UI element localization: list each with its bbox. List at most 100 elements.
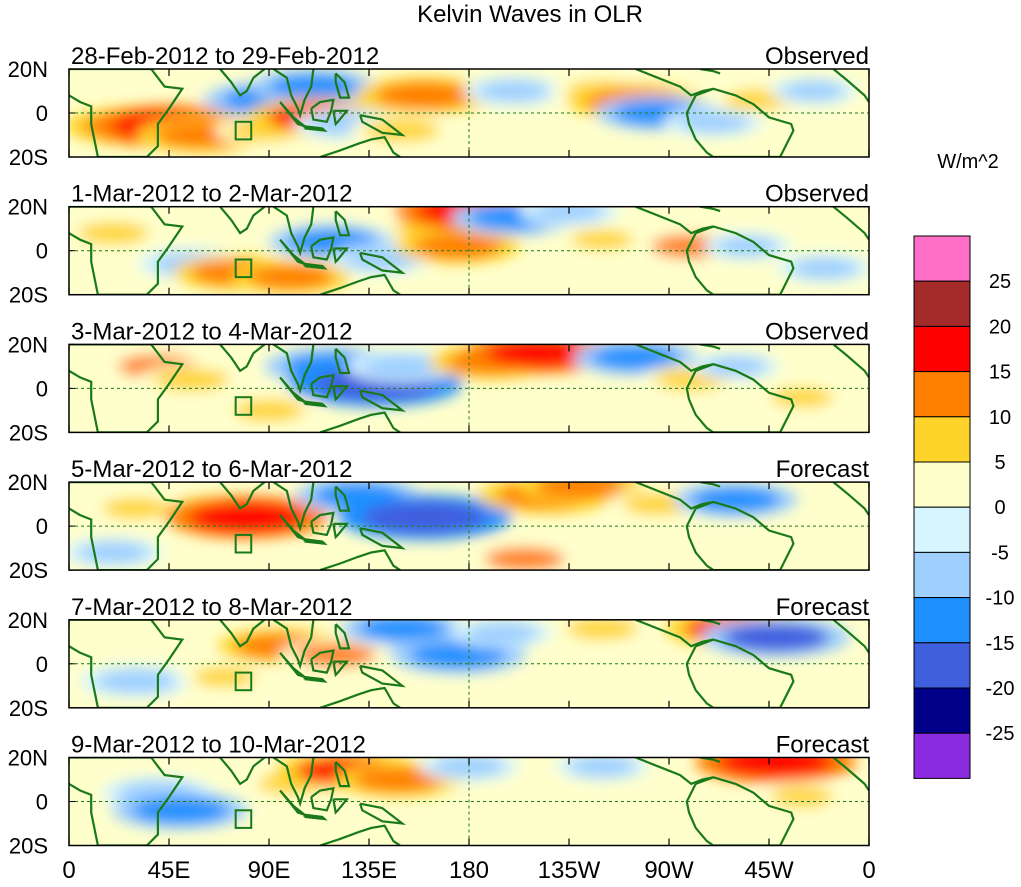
olr-anomaly <box>233 399 305 421</box>
colorbar-bin <box>913 235 971 282</box>
y-tick-label: 0 <box>36 239 48 264</box>
olr-anomaly <box>722 623 829 652</box>
y-tick-label: 20S <box>9 420 48 445</box>
y-tick-label: 20N <box>8 608 48 633</box>
olr-anomaly <box>704 356 767 377</box>
y-tick-label: 0 <box>36 514 48 539</box>
coastline <box>635 344 714 373</box>
reference-box <box>234 809 253 829</box>
coastline <box>272 206 315 257</box>
coastline <box>310 373 335 399</box>
olr-anomaly <box>571 230 634 250</box>
coastline <box>332 660 350 678</box>
panel-status: Observed <box>765 181 869 208</box>
coastline <box>219 482 266 511</box>
coastline <box>303 262 328 270</box>
x-tick-label: 0 <box>62 857 75 884</box>
coastline <box>272 619 315 670</box>
colorbar-label: -25 <box>986 723 1015 745</box>
olr-anomaly <box>193 667 256 687</box>
coastline <box>334 210 351 237</box>
coastline <box>219 69 266 97</box>
olr-anomaly <box>782 81 845 101</box>
panel-2: 20N 0 20S 1-Mar-2012 to 2-Mar-2012 Observed <box>8 181 870 308</box>
colorbar-bin <box>913 325 971 373</box>
x-tick-label: 90W <box>644 857 694 884</box>
colorbar-bin <box>913 551 971 599</box>
colorbar-label: -15 <box>986 633 1015 655</box>
panel-1: 20N 0 20S 28-Feb-2012 to 29-Feb-2012 Observe… <box>8 43 870 170</box>
panel-status: Forecast <box>776 732 870 759</box>
colorbar-bin <box>913 506 971 553</box>
coastline <box>310 786 335 812</box>
coastline <box>332 385 350 402</box>
coastline <box>69 619 185 708</box>
olr-anomaly <box>413 233 503 259</box>
y-tick-label: 20N <box>8 470 48 495</box>
coastline <box>219 344 266 373</box>
colorbar-bin <box>913 371 971 418</box>
coastline <box>832 757 869 792</box>
x-tick-label: 0 <box>862 857 875 884</box>
x-axis: 0 45E 90E 135E 180 135W 90W 45W 0 <box>62 857 875 884</box>
y-tick-label: 0 <box>36 790 48 815</box>
panel-period: 7-Mar-2012 to 8-Mar-2012 <box>71 594 352 621</box>
panel-6: 20N 0 20S 9-Mar-2012 to 10-Mar-2012 Forecast <box>8 732 870 859</box>
panel-status: Forecast <box>776 594 870 621</box>
coastline <box>303 538 328 546</box>
olr-anomaly <box>718 757 834 777</box>
olr-anomaly <box>353 767 443 792</box>
coastline <box>685 500 795 571</box>
panel-period: 28-Feb-2012 to 29-Feb-2012 <box>71 43 379 70</box>
x-tick-label: 135W <box>538 857 601 884</box>
panels: 20N 0 20S 28-Feb-2012 to 29-Feb-2012 Observe… <box>8 43 870 859</box>
coastline <box>359 527 407 550</box>
panel-status: Observed <box>765 318 869 345</box>
colorbar-label: 20 <box>989 316 1011 338</box>
olr-anomaly <box>77 222 150 244</box>
olr-anomaly <box>533 206 605 222</box>
coastline <box>272 69 315 119</box>
panel-3: 20N 0 20S 3-Mar-2012 to 4-Mar-2012 Observed <box>8 318 870 445</box>
reference-box <box>234 258 253 279</box>
olr-anomaly <box>466 622 538 644</box>
colorbar-label: 15 <box>989 362 1011 384</box>
olr-anomaly <box>409 641 507 669</box>
olr-anomaly <box>269 74 358 99</box>
coastline <box>334 72 351 99</box>
coastline <box>359 389 407 412</box>
coastline <box>319 135 401 157</box>
olr-anomaly <box>102 498 170 519</box>
coastline <box>832 619 869 654</box>
colorbar-bin <box>913 687 971 734</box>
coastline <box>219 206 266 235</box>
coastline <box>635 206 714 235</box>
olr-anomaly <box>189 502 305 533</box>
olr-anomaly <box>477 80 550 102</box>
coastline <box>635 69 714 97</box>
reference-box <box>234 396 253 416</box>
colorbar-label: 10 <box>989 407 1011 429</box>
olr-anomaly <box>433 757 505 777</box>
olr-anomaly <box>771 387 834 407</box>
panel-period: 5-Mar-2012 to 6-Mar-2012 <box>71 456 352 483</box>
olr-anomaly <box>566 619 638 640</box>
olr-anomaly <box>249 265 334 290</box>
colorbar-bin <box>913 732 971 779</box>
olr-anomaly <box>362 354 443 378</box>
coastline <box>635 619 714 648</box>
reference-box <box>234 533 253 554</box>
coastline <box>832 206 869 241</box>
coastline <box>685 225 795 295</box>
olr-anomaly <box>95 669 176 693</box>
olr-anomaly <box>131 797 229 824</box>
olr-anomaly <box>771 787 834 807</box>
y-tick-label: 0 <box>36 652 48 677</box>
coastline <box>359 114 407 137</box>
coastline <box>319 824 401 846</box>
olr-anomaly <box>295 643 376 667</box>
panel-period: 9-Mar-2012 to 10-Mar-2012 <box>71 732 366 759</box>
olr-anomaly <box>77 541 150 564</box>
colorbar: 25 20 15 10 5 0 -5 -10 -15 -20 -25 <box>913 235 1015 779</box>
